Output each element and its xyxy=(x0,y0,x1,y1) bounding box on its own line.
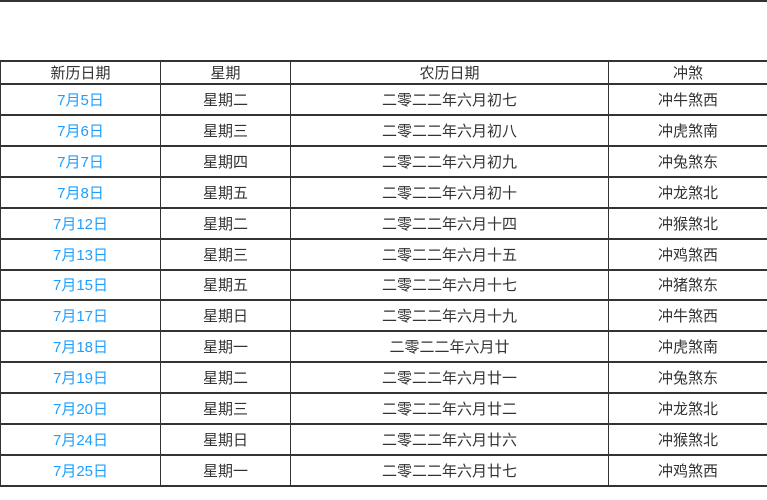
date-link[interactable]: 7月25日 xyxy=(52,463,109,481)
date-link[interactable]: 7月17日 xyxy=(52,308,109,326)
table-row: 7月5日 星期二 二零二二年六月初七 冲牛煞西 xyxy=(0,83,767,116)
table-row: 7月20日 星期三 二零二二年六月廿二 冲龙煞北 xyxy=(0,392,767,426)
clash-cell: 冲牛煞西 xyxy=(608,299,767,333)
clash-cell: 冲兔煞东 xyxy=(608,144,767,178)
table-row: 7月7日 星期四 二零二二年六月初九 冲兔煞东 xyxy=(0,144,767,178)
solar-date-cell: 7月19日 xyxy=(0,361,161,395)
date-link[interactable]: 7月7日 xyxy=(57,153,104,171)
date-link[interactable]: 7月20日 xyxy=(52,401,109,419)
table-row: 7月25日 星期一 二零二二年六月廿七 冲鸡煞西 xyxy=(0,454,767,487)
table-row: 7月19日 星期二 二零二二年六月廿一 冲兔煞东 xyxy=(0,361,767,395)
weekday-cell: 星期二 xyxy=(160,83,291,116)
clash-cell: 冲鸡煞西 xyxy=(608,237,767,271)
lunar-date-cell: 二零二二年六月十五 xyxy=(290,237,609,271)
solar-date-cell: 7月20日 xyxy=(0,392,161,426)
clash-cell: 冲虎煞南 xyxy=(608,330,767,364)
table-row: 7月6日 星期三 二零二二年六月初八 冲虎煞南 xyxy=(0,113,767,147)
table-row: 7月15日 星期五 二零二二年六月十七 冲猪煞东 xyxy=(0,268,767,302)
weekday-cell: 星期五 xyxy=(160,175,291,209)
weekday-cell: 星期三 xyxy=(160,237,291,271)
weekday-cell: 星期一 xyxy=(160,454,291,487)
solar-date-cell: 7月13日 xyxy=(0,237,161,271)
date-link[interactable]: 7月19日 xyxy=(52,370,109,388)
lunar-date-cell: 二零二二年六月初七 xyxy=(290,83,609,116)
lunar-date-cell: 二零二二年六月廿一 xyxy=(290,361,609,395)
solar-date-cell: 7月17日 xyxy=(0,299,161,333)
solar-date-cell: 7月5日 xyxy=(0,83,161,116)
header-row: 新历日期 星期 农历日期 冲煞 xyxy=(0,60,767,85)
lunar-date-cell: 二零二二年六月十七 xyxy=(290,268,609,302)
clash-cell: 冲猴煞北 xyxy=(608,206,767,240)
weekday-cell: 星期四 xyxy=(160,144,291,178)
weekday-cell: 星期日 xyxy=(160,423,291,457)
solar-date-cell: 7月25日 xyxy=(0,454,161,487)
date-link[interactable]: 7月24日 xyxy=(52,432,109,450)
weekday-cell: 星期五 xyxy=(160,268,291,302)
solar-date-cell: 7月15日 xyxy=(0,268,161,302)
solar-date-cell: 7月12日 xyxy=(0,206,161,240)
date-link[interactable]: 7月12日 xyxy=(52,215,109,233)
clash-cell: 冲虎煞南 xyxy=(608,113,767,147)
date-link[interactable]: 7月15日 xyxy=(52,277,109,295)
top-divider xyxy=(0,0,767,2)
solar-date-cell: 7月7日 xyxy=(0,144,161,178)
lunar-date-cell: 二零二二年六月廿六 xyxy=(290,423,609,457)
solar-date-cell: 7月18日 xyxy=(0,330,161,364)
lunar-date-cell: 二零二二年六月廿七 xyxy=(290,454,609,487)
table-row: 7月18日 星期一 二零二二年六月廿 冲虎煞南 xyxy=(0,330,767,364)
date-link[interactable]: 7月8日 xyxy=(57,184,104,202)
column-header-solar-date: 新历日期 xyxy=(0,60,161,85)
clash-cell: 冲猪煞东 xyxy=(608,268,767,302)
table-row: 7月17日 星期日 二零二二年六月十九 冲牛煞西 xyxy=(0,299,767,333)
clash-cell: 冲牛煞西 xyxy=(608,83,767,116)
clash-cell: 冲猴煞北 xyxy=(608,423,767,457)
table-row: 7月24日 星期日 二零二二年六月廿六 冲猴煞北 xyxy=(0,423,767,457)
weekday-cell: 星期二 xyxy=(160,206,291,240)
lunar-date-cell: 二零二二年六月十四 xyxy=(290,206,609,240)
weekday-cell: 星期三 xyxy=(160,113,291,147)
lunar-date-cell: 二零二二年六月十九 xyxy=(290,299,609,333)
clash-cell: 冲龙煞北 xyxy=(608,392,767,426)
clash-cell: 冲兔煞东 xyxy=(608,361,767,395)
date-link[interactable]: 7月18日 xyxy=(52,339,109,357)
date-link[interactable]: 7月13日 xyxy=(52,246,109,264)
weekday-cell: 星期二 xyxy=(160,361,291,395)
table-row: 7月8日 星期五 二零二二年六月初十 冲龙煞北 xyxy=(0,175,767,209)
weekday-cell: 星期日 xyxy=(160,299,291,333)
column-header-clash: 冲煞 xyxy=(608,60,767,85)
clash-cell: 冲鸡煞西 xyxy=(608,454,767,487)
date-link[interactable]: 7月5日 xyxy=(57,91,104,109)
column-header-lunar-date: 农历日期 xyxy=(290,60,609,85)
weekday-cell: 星期一 xyxy=(160,330,291,364)
lunar-date-cell: 二零二二年六月初八 xyxy=(290,113,609,147)
solar-date-cell: 7月8日 xyxy=(0,175,161,209)
lunar-date-cell: 二零二二年六月初九 xyxy=(290,144,609,178)
column-header-weekday: 星期 xyxy=(160,60,291,85)
lunar-date-cell: 二零二二年六月廿二 xyxy=(290,392,609,426)
table-row: 7月12日 星期二 二零二二年六月十四 冲猴煞北 xyxy=(0,206,767,240)
lunar-date-cell: 二零二二年六月初十 xyxy=(290,175,609,209)
almanac-table: 新历日期 星期 农历日期 冲煞 7月5日 星期二 二零二二年六月初七 冲牛煞西 7月6日… xyxy=(0,60,767,487)
solar-date-cell: 7月6日 xyxy=(0,113,161,147)
clash-cell: 冲龙煞北 xyxy=(608,175,767,209)
weekday-cell: 星期三 xyxy=(160,392,291,426)
table-row: 7月13日 星期三 二零二二年六月十五 冲鸡煞西 xyxy=(0,237,767,271)
lunar-date-cell: 二零二二年六月廿 xyxy=(290,330,609,364)
solar-date-cell: 7月24日 xyxy=(0,423,161,457)
date-link[interactable]: 7月6日 xyxy=(57,122,104,140)
